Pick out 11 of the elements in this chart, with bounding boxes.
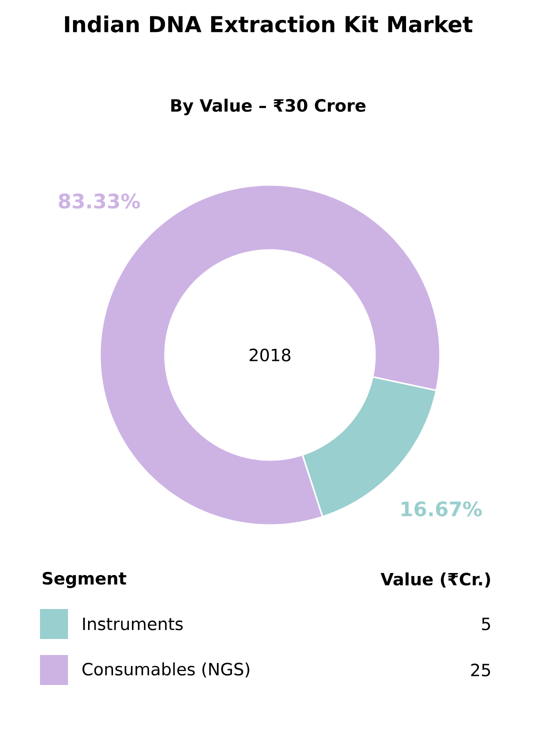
legend-label: Instruments: [83, 618, 183, 630]
data-label: 83.33%: [58, 194, 140, 209]
text: 2018: [250, 348, 290, 362]
chart-subtitle: By Value – ₹30 Crore: [171, 98, 366, 116]
data-label: 16.67%: [402, 501, 482, 516]
chart-title: Indian DNA Extraction Kit Market: [65, 16, 472, 32]
legend-title: Segment: [42, 572, 126, 588]
text: Value (₹Cr.): [380, 572, 490, 588]
text: 5: [482, 618, 490, 630]
text: 25: [471, 664, 490, 676]
legend-label: Consumables (NGS): [82, 662, 250, 678]
